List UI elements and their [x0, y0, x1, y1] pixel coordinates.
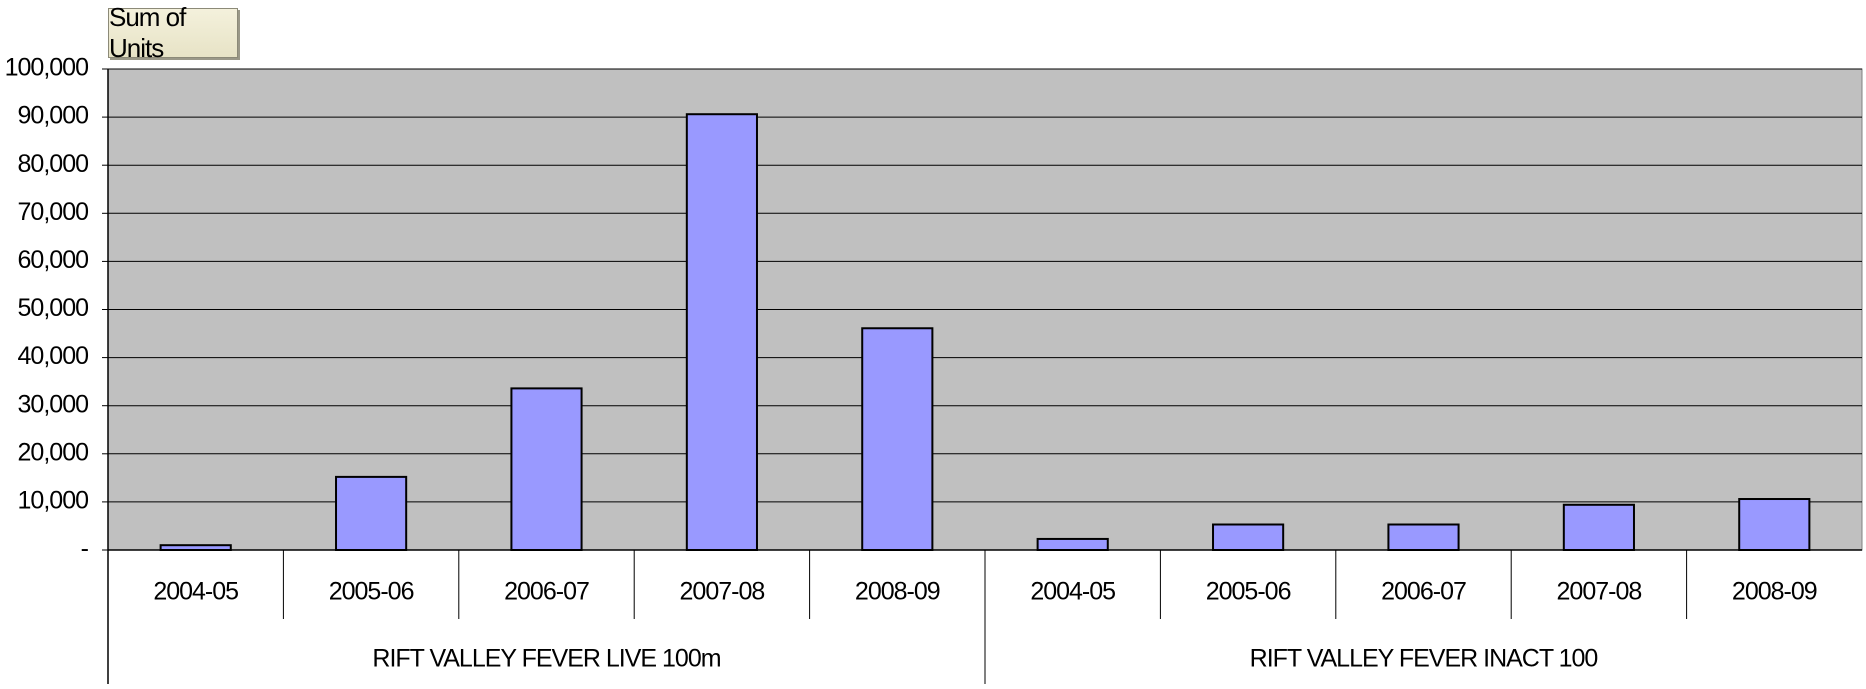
x-category-label: 2005-06 [1206, 578, 1291, 606]
bar [861, 327, 934, 551]
y-tick-label: 90,000 [18, 102, 89, 130]
bar [1387, 523, 1460, 552]
x-category-label: 2008-09 [855, 578, 940, 606]
y-tick-label: 60,000 [18, 246, 89, 274]
bar [335, 475, 408, 551]
bar [1562, 503, 1635, 552]
x-category-label: 2006-07 [504, 578, 589, 606]
bar [1212, 523, 1285, 552]
bar [685, 113, 758, 552]
y-tick-label: 50,000 [18, 294, 89, 322]
y-tick-label: 100,000 [5, 54, 88, 82]
y-tick-label: - [81, 535, 89, 563]
x-group-label: RIFT VALLEY FEVER INACT 100 [1250, 645, 1598, 673]
y-tick-label: 10,000 [18, 487, 89, 515]
bar [1036, 537, 1109, 552]
x-category-label: 2007-08 [680, 578, 765, 606]
x-category-label: 2004-05 [153, 578, 238, 606]
bar [510, 387, 583, 551]
y-tick-label: 40,000 [18, 342, 89, 370]
y-tick-label: 80,000 [18, 150, 89, 178]
x-category-label: 2007-08 [1557, 578, 1642, 606]
y-tick-label: 30,000 [18, 390, 89, 418]
x-category-label: 2004-05 [1030, 578, 1115, 606]
y-tick-label: 20,000 [18, 438, 89, 466]
sum-of-units-field-button[interactable]: Sum of Units [108, 2, 238, 63]
x-category-label: 2005-06 [329, 578, 414, 606]
bar [1738, 498, 1811, 552]
y-tick-label: 70,000 [18, 198, 89, 226]
x-group-label: RIFT VALLEY FEVER LIVE 100m [372, 645, 720, 673]
bar [159, 544, 232, 552]
x-category-label: 2008-09 [1732, 578, 1817, 606]
x-category-label: 2006-07 [1381, 578, 1466, 606]
